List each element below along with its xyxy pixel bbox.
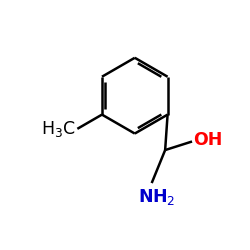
Text: H$_3$C: H$_3$C xyxy=(41,119,76,139)
Text: OH: OH xyxy=(193,131,223,149)
Text: NH$_2$: NH$_2$ xyxy=(138,188,175,208)
